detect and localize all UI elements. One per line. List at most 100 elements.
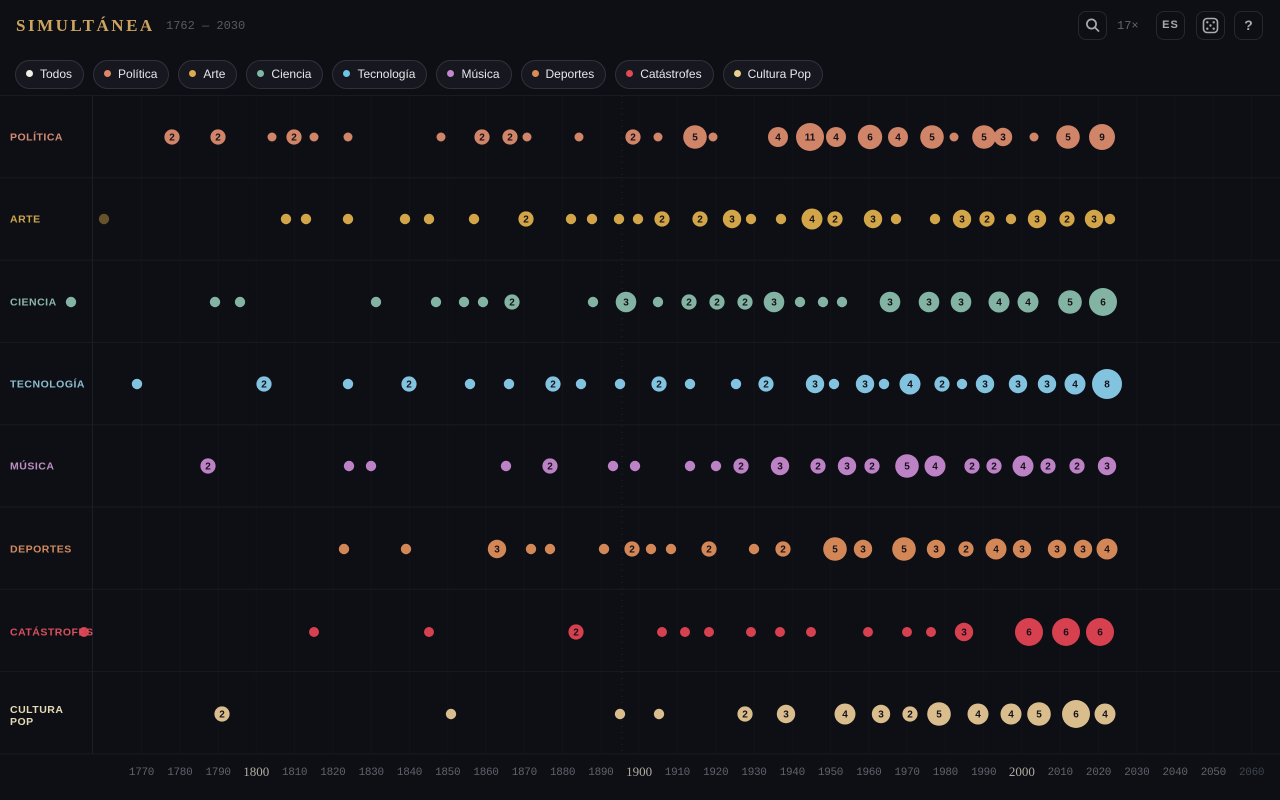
svg-text:9: 9 (1099, 133, 1105, 144)
svg-text:CULTURA: CULTURA (10, 704, 63, 716)
svg-text:2: 2 (1074, 462, 1080, 473)
svg-text:2: 2 (686, 298, 692, 309)
svg-text:2: 2 (169, 133, 175, 144)
svg-text:3: 3 (878, 710, 884, 721)
svg-text:4: 4 (993, 545, 999, 556)
svg-text:2: 2 (291, 133, 297, 144)
svg-text:1790: 1790 (205, 767, 230, 779)
svg-text:3: 3 (623, 298, 629, 309)
svg-text:1770: 1770 (129, 767, 154, 779)
svg-text:3: 3 (1080, 545, 1086, 556)
svg-text:2: 2 (1064, 215, 1070, 226)
svg-text:CATÁSTROFES: CATÁSTROFES (10, 626, 93, 639)
svg-text:3: 3 (1091, 215, 1097, 226)
svg-text:1940: 1940 (780, 767, 805, 779)
svg-text:3: 3 (783, 710, 789, 721)
svg-text:2: 2 (738, 462, 744, 473)
svg-text:1900: 1900 (626, 764, 652, 779)
svg-text:4: 4 (833, 133, 839, 144)
svg-text:1830: 1830 (359, 767, 384, 779)
svg-text:4: 4 (1008, 710, 1014, 721)
svg-text:4: 4 (809, 215, 815, 226)
svg-text:2: 2 (742, 298, 748, 309)
svg-text:3: 3 (961, 628, 967, 639)
svg-text:1960: 1960 (856, 767, 881, 779)
svg-text:4: 4 (1102, 710, 1108, 721)
svg-text:2: 2 (780, 545, 786, 556)
svg-text:2: 2 (869, 462, 875, 473)
svg-text:3: 3 (959, 215, 965, 226)
svg-text:4: 4 (996, 298, 1002, 309)
svg-text:TECNOLOGÍA: TECNOLOGÍA (10, 378, 85, 391)
svg-text:4: 4 (932, 462, 938, 473)
svg-text:1970: 1970 (894, 767, 919, 779)
svg-text:2: 2 (763, 380, 769, 391)
svg-text:4: 4 (842, 710, 848, 721)
svg-text:2: 2 (1045, 462, 1051, 473)
svg-text:5: 5 (832, 545, 838, 556)
svg-text:3: 3 (1104, 462, 1110, 473)
svg-text:11: 11 (805, 133, 816, 144)
svg-text:1930: 1930 (741, 767, 766, 779)
svg-text:2: 2 (963, 545, 969, 556)
svg-text:6: 6 (1063, 628, 1069, 639)
svg-text:6: 6 (1026, 628, 1032, 639)
svg-text:6: 6 (1073, 710, 1079, 721)
svg-text:1980: 1980 (933, 767, 958, 779)
svg-text:2: 2 (742, 710, 748, 721)
svg-text:1780: 1780 (167, 767, 192, 779)
svg-text:3: 3 (844, 462, 850, 473)
svg-text:5: 5 (1067, 298, 1073, 309)
svg-text:2: 2 (939, 380, 945, 391)
svg-text:5: 5 (692, 133, 698, 144)
svg-text:2: 2 (479, 133, 485, 144)
svg-text:3: 3 (1034, 215, 1040, 226)
svg-text:2: 2 (969, 462, 975, 473)
svg-text:1800: 1800 (243, 764, 269, 779)
svg-text:2: 2 (509, 298, 515, 309)
svg-text:2: 2 (714, 298, 720, 309)
svg-text:2: 2 (547, 462, 553, 473)
svg-text:6: 6 (867, 133, 873, 144)
svg-text:POLÍTICA: POLÍTICA (10, 131, 63, 144)
svg-text:5: 5 (981, 133, 987, 144)
svg-text:3: 3 (1044, 380, 1050, 391)
svg-text:MÚSICA: MÚSICA (10, 460, 54, 473)
svg-text:2: 2 (219, 710, 225, 721)
svg-text:5: 5 (901, 545, 907, 556)
svg-text:2: 2 (550, 380, 556, 391)
svg-text:1910: 1910 (665, 767, 690, 779)
svg-text:8: 8 (1104, 380, 1110, 391)
svg-text:1890: 1890 (588, 767, 613, 779)
svg-text:1870: 1870 (512, 767, 537, 779)
svg-text:4: 4 (1104, 545, 1110, 556)
svg-text:5: 5 (1065, 133, 1071, 144)
svg-text:3: 3 (870, 215, 876, 226)
svg-text:1850: 1850 (435, 767, 460, 779)
svg-text:1820: 1820 (320, 767, 345, 779)
svg-text:2: 2 (205, 462, 211, 473)
svg-text:3: 3 (1015, 380, 1021, 391)
svg-text:2: 2 (832, 215, 838, 226)
svg-text:3: 3 (982, 380, 988, 391)
svg-text:4: 4 (775, 133, 781, 144)
svg-text:2: 2 (815, 462, 821, 473)
svg-text:1950: 1950 (818, 767, 843, 779)
svg-text:2: 2 (261, 380, 267, 391)
svg-text:3: 3 (933, 545, 939, 556)
svg-text:POP: POP (10, 716, 34, 728)
svg-text:2040: 2040 (1162, 767, 1187, 779)
svg-text:2: 2 (984, 215, 990, 226)
svg-text:3: 3 (860, 545, 866, 556)
svg-text:1860: 1860 (473, 767, 498, 779)
svg-text:3: 3 (1000, 133, 1006, 144)
svg-text:2020: 2020 (1086, 767, 1111, 779)
svg-text:2030: 2030 (1124, 767, 1149, 779)
svg-text:4: 4 (1072, 380, 1078, 391)
svg-text:1990: 1990 (971, 767, 996, 779)
svg-text:5: 5 (936, 710, 942, 721)
svg-text:2000: 2000 (1009, 764, 1035, 779)
svg-text:1810: 1810 (282, 767, 307, 779)
svg-text:2: 2 (630, 133, 636, 144)
svg-text:2: 2 (523, 215, 529, 226)
